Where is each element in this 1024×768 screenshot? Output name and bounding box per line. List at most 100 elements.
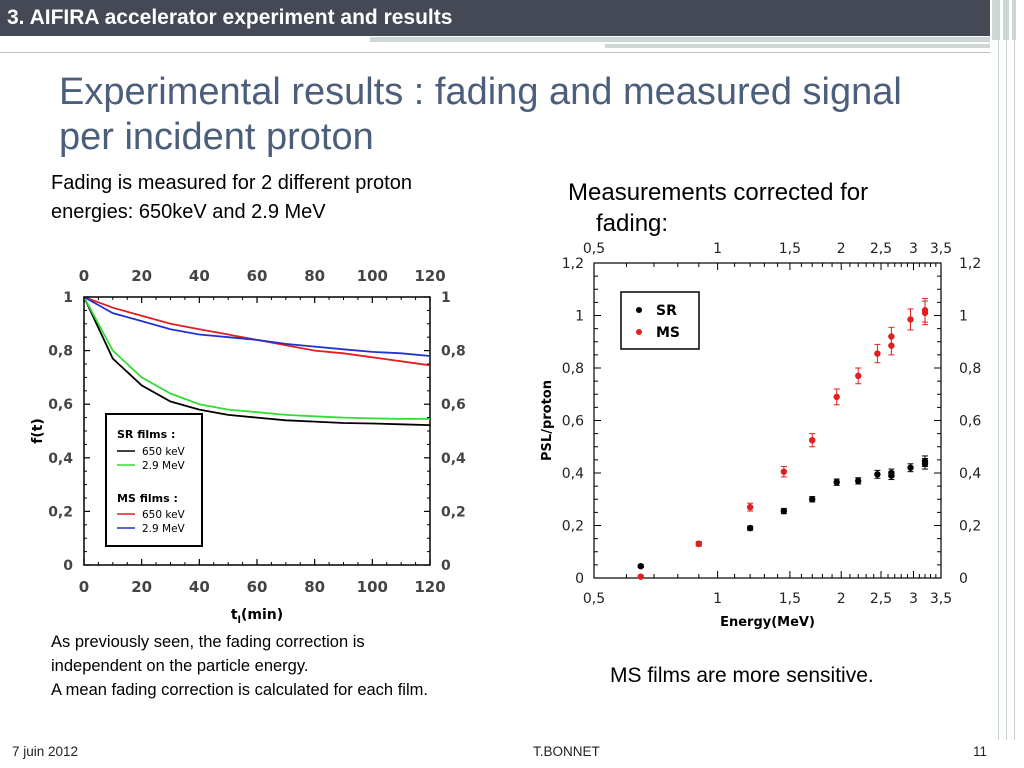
right-deco-line-3 xyxy=(1014,0,1015,740)
slide-title-line-2: per incident proton xyxy=(59,116,374,158)
x-tick-label-top: 80 xyxy=(304,267,325,285)
legend-box xyxy=(105,413,203,547)
section-header-bar: 3. AIFIRA accelerator experiment and res… xyxy=(0,0,990,36)
legend-group-sr: SR films : xyxy=(117,428,175,441)
x-tick-label-top: 0 xyxy=(79,267,89,285)
fading-curve-0 xyxy=(83,296,431,426)
legend-group-ms: MS films : xyxy=(117,492,178,505)
y-tick-label-right: 0,4 xyxy=(959,466,981,482)
y-tick-label-left: 0,8 xyxy=(48,344,73,360)
y-tick-label-right: 1,2 xyxy=(959,256,981,272)
x-tick-label-bottom: 1 xyxy=(713,591,722,607)
data-point-ms xyxy=(809,436,816,444)
x-tick-label-bottom: 2 xyxy=(837,591,846,607)
legend-entry-ms: MS xyxy=(656,325,680,341)
x-tick-label-top: 2,5 xyxy=(870,241,892,257)
legend-entry-sr-29: 2.9 MeV xyxy=(142,460,186,472)
y-tick-label-left: 0 xyxy=(575,571,584,587)
y-tick-label-right: 1 xyxy=(959,309,968,325)
footer-author: T.BONNET xyxy=(533,744,600,759)
data-point-ms xyxy=(888,333,895,340)
y-tick-label-right: 1 xyxy=(441,290,451,306)
fading-curve-1 xyxy=(83,296,430,420)
x-tick-label-top: 120 xyxy=(414,267,445,285)
data-point-sr xyxy=(874,471,881,478)
right-deco-line-2 xyxy=(1006,0,1007,740)
x-tick-label-bottom: 40 xyxy=(189,578,210,596)
x-tick-label-bottom: 100 xyxy=(357,578,388,596)
data-point-ms xyxy=(855,372,862,380)
x-tick-label-top: 3,5 xyxy=(930,241,952,257)
x-tick-label-top: 40 xyxy=(189,267,210,285)
footer-date: 7 juin 2012 xyxy=(12,744,79,759)
fading-chart-legend: SR films : 650 keV 2.9 MeV MS films : 65… xyxy=(105,413,203,547)
y-tick-label-left: 1 xyxy=(575,309,584,325)
x-tick-label-bottom: 0 xyxy=(79,578,89,596)
y-tick-label-left: 0 xyxy=(63,558,73,574)
y-tick-label-left: 0,2 xyxy=(48,504,73,520)
y-tick-label-left: 0,4 xyxy=(562,466,584,482)
y-tick-label-left: 0,6 xyxy=(562,414,584,430)
x-tick-label-top: 100 xyxy=(357,267,388,285)
legend-marker-ms xyxy=(636,329,642,335)
y-tick-label-right: 0 xyxy=(441,558,451,574)
data-point-sr xyxy=(746,524,754,532)
y-tick-label-right: 0,2 xyxy=(959,519,981,535)
x-tick-label-top: 60 xyxy=(247,267,268,285)
x-tick-label-bottom: 3,5 xyxy=(930,591,952,607)
header-deco-bar-1 xyxy=(370,37,990,42)
right-deco-line-1 xyxy=(998,0,999,740)
data-point-ms xyxy=(907,316,914,323)
x-tick-label-top: 1 xyxy=(713,241,722,257)
x-tick-label-top: 3 xyxy=(909,241,918,257)
y-tick-label-right: 0,8 xyxy=(959,361,981,377)
fading-curve-3 xyxy=(83,296,431,357)
x-tick-label-bottom: 2,5 xyxy=(870,591,892,607)
y-tick-label-left: 0,8 xyxy=(562,361,584,377)
y-tick-label-right: 0,6 xyxy=(441,397,466,413)
x-tick-label-top: 0,5 xyxy=(583,241,605,257)
header-deco-bar-2 xyxy=(605,44,990,48)
corner-deco-block-1 xyxy=(992,0,1000,40)
header-deco-line xyxy=(0,52,990,53)
data-point-ms xyxy=(746,503,754,511)
x-tick-label-top: 2 xyxy=(837,241,846,257)
legend-box xyxy=(620,291,700,350)
y-tick-label-left: 1 xyxy=(63,290,73,306)
data-point-ms xyxy=(695,540,703,548)
data-point-sr xyxy=(921,457,929,465)
right-heading-line-2: fading: xyxy=(596,210,669,237)
section-title: 3. AIFIRA accelerator experiment and res… xyxy=(7,6,453,29)
data-point-sr xyxy=(888,469,895,477)
legend-entry-ms-650: 650 keV xyxy=(142,509,186,521)
y-tick-label-left: 0,6 xyxy=(48,397,73,413)
sensitivity-note: MS films are more sensitive. xyxy=(610,664,874,687)
legend-marker-sr xyxy=(636,307,642,313)
x-tick-label-top: 1,5 xyxy=(779,241,801,257)
x-tick-label-bottom: 1,5 xyxy=(779,591,801,607)
x-tick-label-top: 20 xyxy=(131,267,152,285)
data-point-sr xyxy=(780,507,788,515)
fading-chart-y-label: f(t) xyxy=(30,418,46,444)
right-heading-line-1: Measurements corrected for xyxy=(568,179,869,206)
data-point-sr xyxy=(809,496,816,503)
psl-chart-legend: SR MS xyxy=(620,291,700,350)
psl-chart: 0,5 0,5 1 1 1,5 1,5 2 2 2,5 2,5 3 3 3,5 3,5 0 0 0,2 0,2 0,… xyxy=(540,241,981,630)
y-tick-label-left: 0,2 xyxy=(562,519,584,535)
x-label-main: t xyxy=(231,607,238,623)
legend-entry-sr: SR xyxy=(656,303,677,319)
data-point-ms xyxy=(780,468,788,475)
left-description: Fading is measured for 2 different proto… xyxy=(51,172,412,223)
data-point-ms xyxy=(921,307,929,314)
y-tick-label-right: 0,4 xyxy=(441,451,466,467)
psl-chart-x-label: Energy(MeV) xyxy=(720,615,815,630)
bottom-left-notes: As previously seen, the fading correctio… xyxy=(51,630,451,702)
x-label-tail: (min) xyxy=(241,607,283,623)
y-tick-label-right: 0,8 xyxy=(441,344,466,360)
x-tick-label-bottom: 80 xyxy=(304,578,325,596)
x-label-sub: l xyxy=(238,615,241,626)
y-tick-label-left: 1,2 xyxy=(562,256,584,272)
x-tick-label-bottom: 3 xyxy=(909,591,918,607)
y-tick-label-left: 0,4 xyxy=(48,451,73,467)
